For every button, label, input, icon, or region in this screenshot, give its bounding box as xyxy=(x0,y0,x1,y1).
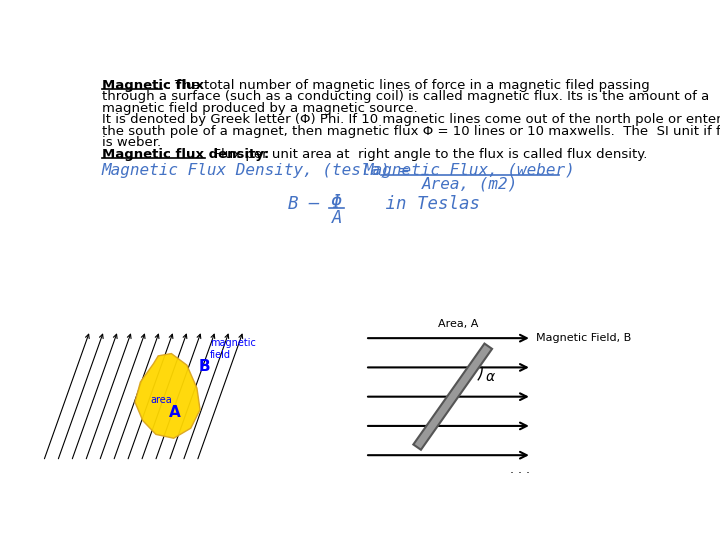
Text: Area, (m2): Area, (m2) xyxy=(422,177,518,192)
Text: in Teslas: in Teslas xyxy=(354,195,480,213)
Text: A: A xyxy=(169,406,181,420)
Text: α: α xyxy=(485,370,495,383)
Text: Magnetic Flux Density, (tesla) =: Magnetic Flux Density, (tesla) = xyxy=(102,163,410,178)
Text: Magnetic Flux, (weber): Magnetic Flux, (weber) xyxy=(364,163,575,178)
Text: through a surface (such as a conducting coil) is called magnetic flux. Its is th: through a surface (such as a conducting … xyxy=(102,90,709,103)
Text: magnetic field produced by a magnetic source.: magnetic field produced by a magnetic so… xyxy=(102,102,418,115)
Text: Magnetic flux density:: Magnetic flux density: xyxy=(102,148,269,161)
Text: magnetic
field: magnetic field xyxy=(210,338,256,360)
Text: B –: B – xyxy=(287,195,319,213)
Text: the south pole of a magnet, then magnetic flux Φ = 10 lines or 10 maxwells.  The: the south pole of a magnet, then magneti… xyxy=(102,125,720,138)
Text: Magnetic Field, B: Magnetic Field, B xyxy=(536,333,631,343)
Text: . . .: . . . xyxy=(510,463,530,476)
Text: is weber.: is weber. xyxy=(102,137,161,150)
Text: B: B xyxy=(199,359,210,374)
Text: Area, A: Area, A xyxy=(438,319,478,329)
Text: : The total number of magnetic lines of force in a magnetic filed passing: : The total number of magnetic lines of … xyxy=(162,79,650,92)
Text: Φ: Φ xyxy=(330,193,341,212)
Text: It is denoted by Greek letter (Φ) Phi. If 10 magnetic lines come out of the nort: It is denoted by Greek letter (Φ) Phi. I… xyxy=(102,113,720,126)
Text: area: area xyxy=(150,395,172,405)
Text: Flux per unit area at  right angle to the flux is called flux density.: Flux per unit area at right angle to the… xyxy=(204,148,647,161)
Polygon shape xyxy=(135,354,200,438)
Text: Magnetic flux: Magnetic flux xyxy=(102,79,204,92)
Text: A: A xyxy=(332,209,342,227)
Polygon shape xyxy=(413,343,492,450)
